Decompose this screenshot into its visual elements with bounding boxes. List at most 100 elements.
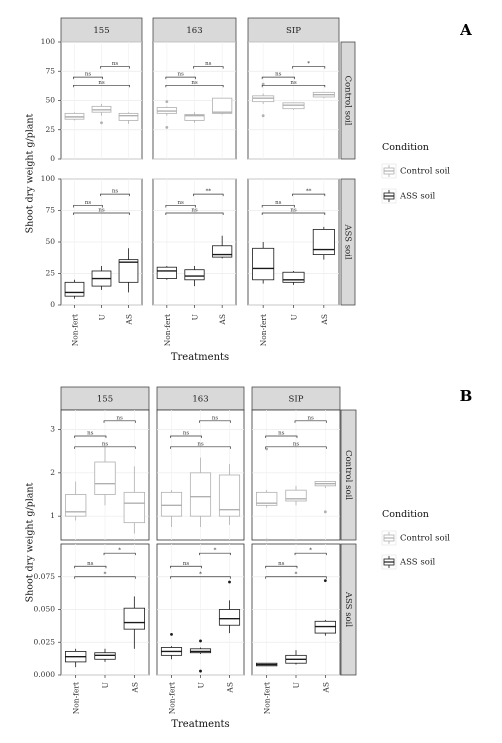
bracket-line [103,420,136,423]
significance-label: ns [278,431,285,437]
significance-bracket: ns [74,561,107,569]
outlier-point [100,121,103,125]
box-body [64,281,85,297]
outlier-point [323,510,327,514]
facet-panel: ns ns ns [152,41,237,160]
outlier-point [165,126,169,129]
significance-bracket: ns [73,72,103,80]
bracket-line [74,576,136,579]
legend: Condition Control soil ASS soil [381,142,450,204]
significance-bracket: ns [74,431,107,438]
row-strip [340,178,356,306]
x-axis-title: Treatments [171,352,229,363]
box-u [94,648,116,662]
box-as [118,248,139,293]
row-strip-label: ASS soil [343,223,353,260]
box-body [285,489,307,502]
column-strip-label: 155 [97,395,113,405]
box-as [123,596,145,649]
box-u [94,446,116,506]
chart-B: B 155 163 SIP Shoot dry weight g/plant Treatm… [25,386,472,730]
column-strip [60,17,143,43]
significance-bracket: ns [100,189,130,197]
box-as [218,580,241,634]
significance-label: ns [275,72,282,78]
facet-panel: ns * * [60,543,150,676]
facet-panel: ns ** ns [247,178,340,306]
significance-label: ns [191,80,198,86]
box-u [282,270,305,285]
significance-bracket: ns [294,415,327,423]
legend-entry-label: Control soil [400,534,450,544]
box-non-fert [64,279,85,299]
x-tick-label: Non-fert [259,314,268,346]
x-tick-label: AS [125,314,134,326]
box-body [94,461,116,495]
x-tick-label: U [98,314,107,320]
legend-entry-label: Control soil [400,167,450,177]
significance-bracket: ns [265,441,327,449]
significance-label: ns [177,72,184,78]
box-non-fert [252,242,275,284]
y-tick-label: 0.000 [34,670,56,679]
significance-bracket: ns [73,80,130,88]
significance-label: ns [293,441,300,447]
significance-label: ns [116,415,123,421]
significance-label: ns [177,200,184,206]
box-non-fert [65,648,87,668]
bracket-line [73,212,130,216]
y-tick-label: 100 [41,174,56,183]
column-strip-label: 155 [93,26,109,36]
box-non-fert [64,112,85,121]
bracket-line [165,205,196,208]
y-axis-title: Shoot dry weight g/plant [25,482,36,602]
box-u [285,650,307,665]
bracket-line [73,205,103,208]
box-body [118,259,139,283]
y-tick-label: 3 [50,425,55,434]
bracket-line [100,193,130,197]
column-strip-label: 163 [192,395,208,405]
box-body [118,112,139,121]
y-tick-label: 0.025 [34,637,56,646]
x-tick-label: AS [218,314,227,326]
box-non-fert [65,481,87,521]
box-non-fert [252,82,275,118]
significance-bracket: * [170,571,231,579]
box-u [189,639,212,673]
bracket-line [170,435,202,438]
column-strip-label: SIP [286,26,301,36]
box-body [160,491,183,517]
significance-bracket: * [294,548,327,556]
x-tick-label: AS [130,682,139,694]
box-u [91,104,112,125]
significance-label: ns [205,61,212,67]
bracket-line [74,446,136,449]
significance-label: * [199,571,202,577]
legend-entry-label: ASS soil [399,192,436,202]
box-non-fert [255,447,278,542]
significance-label: ns [278,561,285,567]
box-body [156,266,177,279]
legend-title: Condition [382,142,429,153]
row-strip-label: Control soil [343,75,353,125]
box-as [123,466,145,534]
significance-label: ns [290,80,297,86]
facet-panel: ns * * [251,543,341,676]
significance-label: ns [197,441,204,447]
significance-label: ns [85,72,92,78]
significance-bracket: * [265,571,327,579]
x-tick-label: Non-fert [168,682,177,714]
significance-label: ns [87,561,94,567]
y-tick-label: 0.075 [34,572,56,581]
significance-label: * [295,571,298,577]
bracket-line [265,446,327,449]
box-body [312,228,335,255]
outlier-point [199,639,202,643]
facet-panel: ns ** ns [152,178,237,306]
significance-bracket: ns [261,72,295,80]
y-tick-label: 100 [41,37,56,46]
significance-bracket: ** [292,189,326,197]
